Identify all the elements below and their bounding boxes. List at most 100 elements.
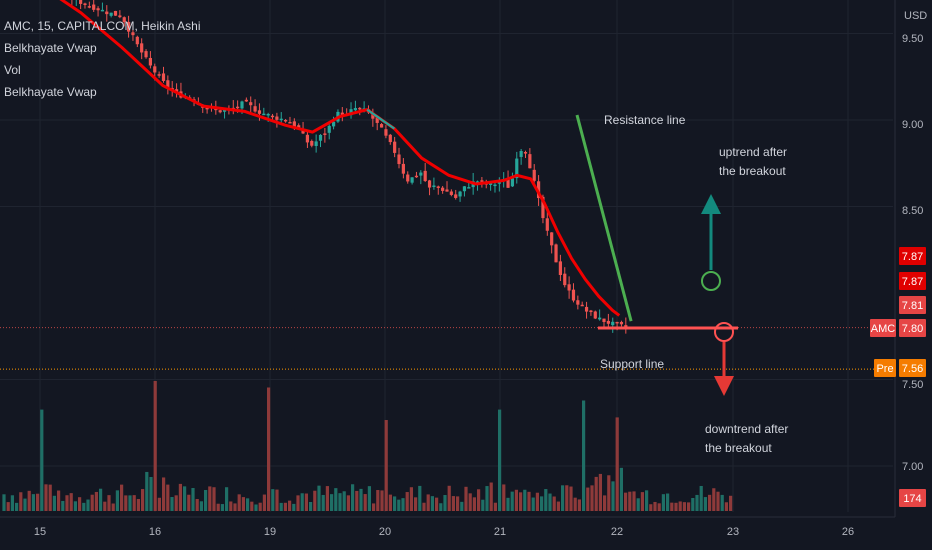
candle-body bbox=[240, 101, 244, 109]
candle-body bbox=[135, 36, 139, 45]
candle-body bbox=[331, 121, 336, 127]
candle-body bbox=[493, 184, 497, 187]
volume-bar bbox=[237, 494, 241, 511]
volume-bar bbox=[86, 499, 90, 511]
candle-body bbox=[598, 317, 602, 320]
volume-bar bbox=[380, 490, 384, 511]
vwap-line bbox=[59, 0, 621, 317]
volume-bar bbox=[275, 489, 279, 511]
volume-bar bbox=[514, 489, 518, 511]
candle-body bbox=[371, 112, 375, 119]
candle-body bbox=[270, 115, 275, 118]
candle-body bbox=[214, 108, 218, 111]
candle-body bbox=[558, 261, 562, 275]
volume-bar bbox=[691, 498, 695, 511]
volume-bar bbox=[31, 494, 35, 511]
volume-bar bbox=[283, 502, 287, 511]
volume-bar bbox=[590, 485, 594, 511]
candle-body bbox=[131, 32, 135, 36]
candle-body bbox=[475, 181, 480, 183]
volume-bar bbox=[426, 494, 430, 511]
volume-bar bbox=[544, 489, 548, 511]
volume-bar bbox=[506, 497, 510, 511]
volume-bar bbox=[162, 477, 166, 511]
legend-vwap-2[interactable]: Belkhayate Vwap bbox=[4, 85, 97, 99]
price-tick: 9.50 bbox=[902, 33, 923, 45]
legend-vol[interactable]: Vol bbox=[4, 63, 21, 77]
badge-premarket-price-bg bbox=[899, 359, 926, 377]
time-tick: 23 bbox=[727, 526, 739, 538]
badge-premarket-price: 7.56 bbox=[902, 363, 923, 375]
volume-bar bbox=[720, 494, 724, 511]
legend-symbol[interactable]: AMC, 15, CAPITALCOM, Heikin Ashi bbox=[4, 19, 201, 33]
volume-bar bbox=[569, 486, 573, 511]
candle-body bbox=[445, 189, 449, 192]
candle-body bbox=[327, 125, 331, 133]
volume-bar bbox=[145, 471, 149, 511]
volume-bar bbox=[157, 497, 161, 511]
volume-bar bbox=[61, 500, 65, 511]
volume-bar bbox=[472, 497, 476, 511]
candle-body bbox=[340, 112, 344, 116]
candle-body bbox=[497, 182, 501, 184]
volume-bar bbox=[166, 484, 170, 511]
candle-body bbox=[611, 321, 615, 326]
volume-bar bbox=[229, 501, 233, 511]
volume-bar bbox=[649, 504, 653, 511]
volume-bar bbox=[304, 493, 308, 511]
candle-body bbox=[323, 133, 327, 135]
candle-body bbox=[519, 151, 523, 157]
breakout-circle-up bbox=[701, 271, 721, 291]
volume-bar bbox=[552, 496, 556, 511]
volume-bar bbox=[481, 499, 485, 511]
volume-bar bbox=[346, 495, 350, 511]
volume-bar bbox=[414, 497, 418, 511]
volume-bar bbox=[678, 501, 682, 511]
candle-body bbox=[536, 181, 541, 199]
volume-bar bbox=[573, 497, 577, 511]
candle-body bbox=[419, 172, 423, 176]
volume-bar bbox=[657, 503, 661, 511]
volume-bar bbox=[435, 497, 439, 511]
candle-body bbox=[113, 10, 118, 16]
legend-vwap[interactable]: Belkhayate Vwap bbox=[4, 41, 97, 55]
candle-body bbox=[92, 4, 96, 10]
candle-body bbox=[388, 134, 392, 143]
candle-body bbox=[297, 125, 301, 128]
volume-bar bbox=[498, 409, 502, 511]
volume-bar bbox=[254, 504, 258, 511]
candle-body bbox=[545, 218, 549, 231]
volume-bar bbox=[540, 496, 544, 511]
uptrend-arrow-head bbox=[701, 194, 721, 214]
badge-last-price-bg bbox=[899, 319, 926, 337]
volume-bar bbox=[44, 484, 48, 511]
volume-bar bbox=[107, 495, 111, 511]
downtrend-arrow-head bbox=[714, 376, 734, 396]
volume-bar bbox=[94, 491, 98, 511]
candle-body bbox=[593, 311, 597, 319]
volume-bar bbox=[699, 485, 703, 511]
candle-body bbox=[100, 9, 105, 12]
candle-body bbox=[236, 106, 240, 109]
volume-bar bbox=[682, 502, 686, 511]
candle-body bbox=[506, 179, 510, 188]
volume-bar bbox=[351, 484, 355, 511]
candle-body bbox=[166, 80, 170, 88]
volume-bar bbox=[724, 502, 728, 511]
volume-bar bbox=[99, 488, 103, 511]
volume-bar bbox=[527, 491, 531, 511]
candle-body bbox=[262, 113, 266, 116]
candle-body bbox=[249, 102, 253, 106]
candle-body bbox=[393, 141, 397, 153]
candle-body bbox=[253, 106, 257, 112]
candle-body bbox=[462, 186, 467, 192]
volume-bar bbox=[388, 494, 392, 511]
volume-bar bbox=[619, 467, 623, 511]
candle-body bbox=[257, 110, 262, 114]
volume-bar bbox=[443, 495, 447, 511]
candle-body bbox=[384, 129, 388, 136]
volume-bar bbox=[418, 485, 422, 511]
candle-body bbox=[275, 116, 279, 120]
candle-body bbox=[467, 187, 471, 189]
